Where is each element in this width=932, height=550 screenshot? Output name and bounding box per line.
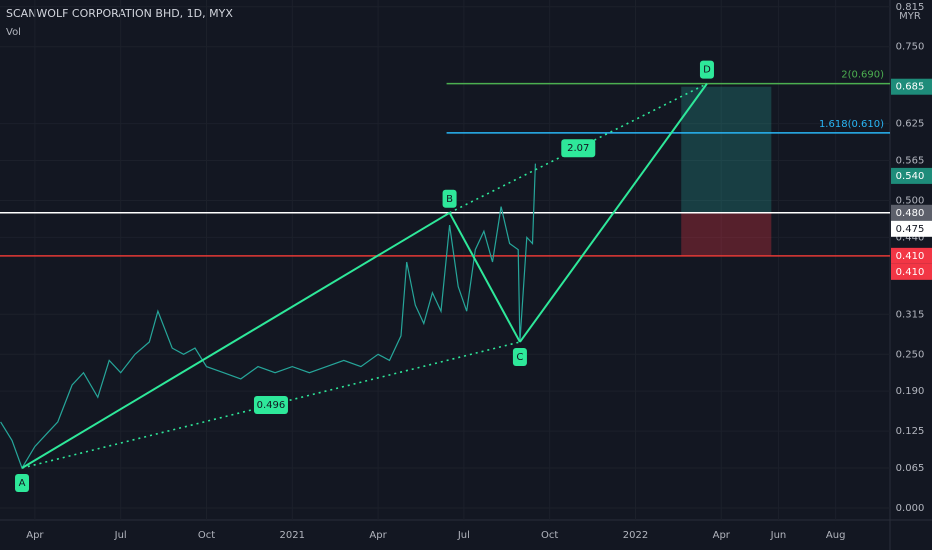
x-tick-label: Oct [541,530,558,541]
currency: MYR [899,11,921,22]
x-tick-label: Apr [369,530,387,541]
y-tick-label: 0.190 [896,386,925,397]
y-tick-label: 0.125 [896,426,925,437]
y-tick-label: 0.565 [896,156,925,167]
price-tag [891,247,932,264]
price-tag-label: 0.475 [896,224,925,235]
x-tick-label: Apr [713,530,731,541]
y-tick-label: 0.000 [896,503,925,514]
point-label: D [703,65,711,76]
y-tick-label: 0.250 [896,349,925,360]
price-tag [891,220,932,237]
point-box [699,60,714,79]
price-tag-label: 0.480 [896,208,925,219]
y-tick-label: 0.440 [896,232,925,243]
point-box [15,474,30,493]
price-tag [891,78,932,95]
ratio-label: 0.496 [257,400,286,411]
chart-title: SCANWOLF CORPORATION BHD, 1D, MYX [6,7,233,20]
price-tag-label: 0.410 [896,251,925,262]
pattern-leg [448,212,521,343]
volume-label: Vol [6,27,21,38]
position-loss [681,212,772,256]
x-tick-label: 2022 [623,530,648,541]
y-tick-label: 0.315 [896,309,925,320]
position-profit [681,86,772,213]
pattern-leg [21,211,451,469]
price-tag-label: 0.410 [896,267,925,278]
point-label: B [446,194,453,205]
y-tick-label: 0.500 [896,195,925,206]
x-tick-label: Jun [770,530,787,541]
ratio-box [561,139,596,158]
price-tag [891,167,932,184]
y-tick-label: 0.065 [896,463,925,474]
pattern-leg [519,83,708,343]
ratio-box [253,395,288,414]
x-tick-label: Aug [826,530,846,541]
x-tick-label: Apr [26,530,44,541]
fib-label: 1.618(0.610) [819,119,884,130]
y-tick-label: 0.625 [896,119,925,130]
x-tick-label: Jul [457,530,470,541]
price-tag-label: 0.540 [896,171,925,182]
price-line [0,163,536,470]
price-tag-label: 0.685 [896,82,925,93]
x-tick-label: Jul [114,530,127,541]
price-tag [891,263,932,280]
pattern-diagonal [21,341,521,469]
y-tick-label: 0.815 [896,2,925,13]
point-label: C [516,352,523,363]
y-tick-label: 0.750 [896,42,925,53]
ratio-label: 2.07 [567,143,589,154]
point-label: A [19,478,26,489]
x-tick-label: Oct [198,530,215,541]
fib-label: 2(0.690) [841,70,884,81]
point-box [512,347,527,366]
x-tick-label: 2021 [280,530,305,541]
point-box [442,189,457,208]
price-tag [891,204,932,221]
